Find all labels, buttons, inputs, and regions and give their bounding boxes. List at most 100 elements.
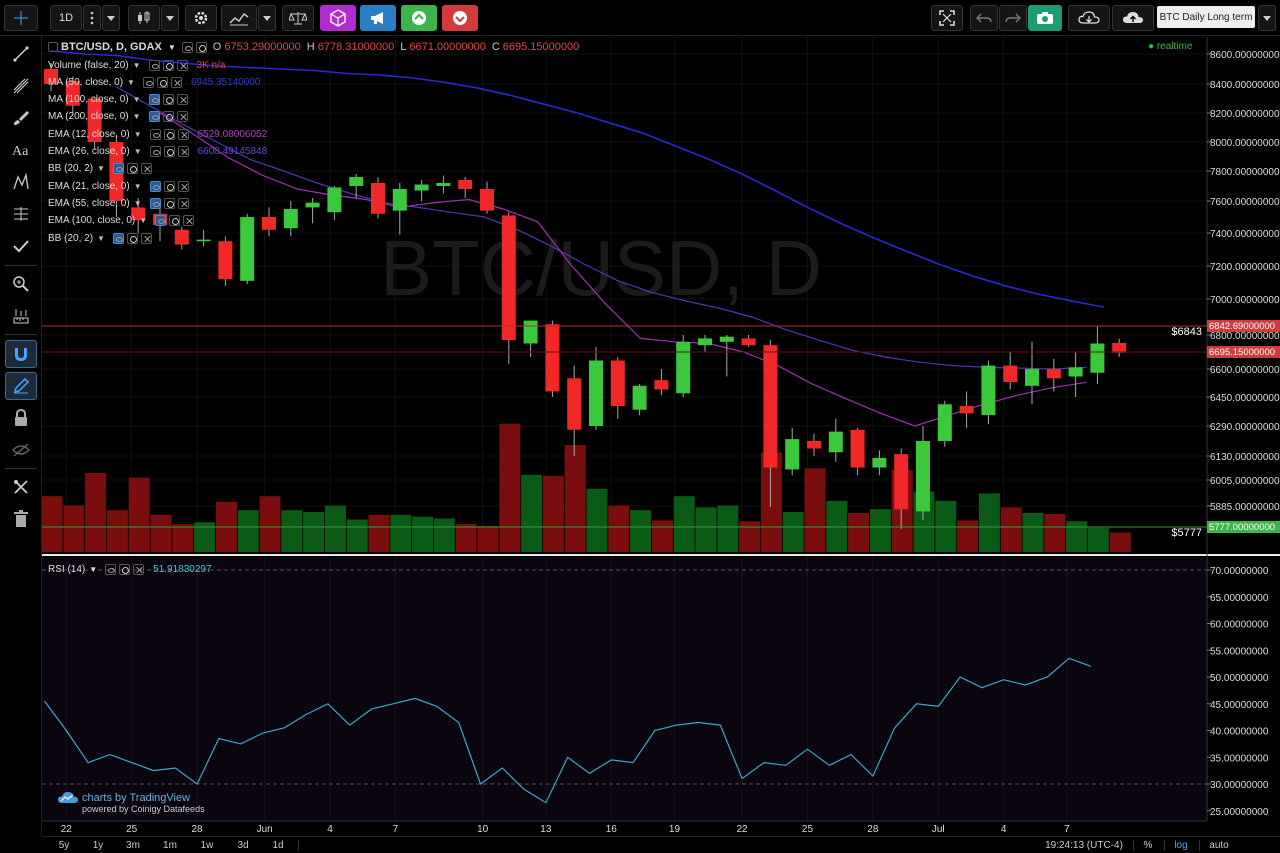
text-tool[interactable]: Aa [5,136,37,164]
close-icon[interactable] [140,163,152,175]
measure-tool[interactable] [5,302,37,330]
eye-icon[interactable] [148,94,160,106]
pattern-tool[interactable] [5,168,37,196]
fullscreen-button[interactable] [931,5,963,31]
compare-button[interactable] [282,5,314,31]
close-icon[interactable] [177,197,189,209]
crosshair-tool-button[interactable] [4,5,38,31]
range-3m-button[interactable]: 3m [126,840,140,851]
tradingview-branding[interactable]: charts by TradingView powered by Coinigy… [58,792,205,814]
snapshot-button[interactable] [1028,5,1062,31]
chart-type-button[interactable] [128,5,160,31]
eye-icon[interactable] [155,215,167,227]
close-icon[interactable] [140,232,152,244]
range-3d-button[interactable]: 3d [237,840,249,851]
brush-tool[interactable] [5,104,37,132]
legend-label[interactable]: MA (100, close, 0) [48,94,129,106]
gear-icon[interactable] [163,197,175,209]
eye-icon[interactable] [149,146,161,157]
gear-icon[interactable] [119,563,131,575]
remove-drawings-tool[interactable] [5,505,37,533]
range-1w-button[interactable]: 1w [200,840,214,851]
interval-dots-button[interactable] [83,5,101,31]
interval-button[interactable]: 1D [50,5,82,31]
legend-label[interactable]: Volume (false, 20) [48,59,129,71]
log-scale-button[interactable]: log [1174,840,1188,851]
chevron-down-icon[interactable]: ▼ [97,164,105,174]
eye-icon[interactable] [149,197,161,209]
gear-icon[interactable] [162,111,174,123]
buy-button[interactable] [401,5,437,31]
percent-scale-button[interactable]: % [1143,840,1153,851]
stay-in-drawing-mode-tool[interactable] [5,372,37,400]
legend-label[interactable]: BB (20, 2) [48,163,94,175]
gear-icon[interactable] [163,128,175,140]
close-icon[interactable] [183,215,195,227]
legend-label[interactable]: EMA (21, close, 0) [48,180,130,192]
eye-icon[interactable] [149,128,161,140]
close-icon[interactable] [170,76,182,88]
close-icon[interactable] [176,94,188,106]
legend-label[interactable]: MA (200, close, 0) [48,111,129,123]
gear-icon[interactable] [156,76,168,88]
collapse-legend-icon[interactable] [48,42,58,52]
chevron-down-icon[interactable]: ▼ [133,181,142,191]
pitchfork-tool[interactable] [5,72,37,100]
eye-icon[interactable] [105,563,117,575]
close-icon[interactable] [133,563,145,575]
legend-label[interactable]: EMA (100, close, 0) [48,215,136,227]
settings-button[interactable] [185,5,217,31]
gear-icon[interactable] [126,232,138,244]
close-icon[interactable] [176,111,188,123]
indicators-dropdown-button[interactable] [258,5,276,31]
legend-label[interactable]: EMA (55, close, 0) [48,197,130,209]
gear-icon[interactable] [162,59,174,71]
eye-icon[interactable] [181,41,193,53]
legend-label[interactable]: MA (50, close, 0) [48,76,124,88]
zoom-tool[interactable] [5,270,37,298]
range-1d-button[interactable]: 1d [272,840,284,851]
eye-icon[interactable] [149,180,161,192]
eye-icon[interactable] [142,76,154,88]
gear-icon[interactable] [162,94,174,106]
magnet-tool[interactable] [5,340,37,368]
chevron-down-icon[interactable]: ▼ [139,216,148,226]
chevron-down-icon[interactable]: ▼ [132,112,141,122]
announce-button[interactable] [360,5,396,31]
close-icon[interactable] [177,128,189,140]
lock-tool[interactable] [5,404,37,432]
gear-icon[interactable] [126,163,138,175]
redo-button[interactable] [999,5,1027,31]
layout-dropdown-button[interactable] [1258,5,1276,31]
chevron-down-icon[interactable]: ▼ [133,147,142,156]
range-1m-button[interactable]: 1m [163,840,177,851]
legend-label[interactable]: EMA (12, close, 0) [48,128,130,140]
range-5y-button[interactable]: 5y [58,840,70,851]
prediction-tool[interactable] [5,232,37,260]
gear-icon[interactable] [163,146,175,157]
layout-name-label[interactable]: BTC Daily Long term [1157,6,1255,28]
interval-dropdown-button[interactable] [102,5,120,31]
symbol-label[interactable]: BTC/USD, D, GDAX [61,41,162,53]
close-icon[interactable] [176,59,188,71]
eye-icon[interactable] [112,163,124,175]
close-icon[interactable] [177,180,189,192]
range-1y-button[interactable]: 1y [92,840,104,851]
trend-line-tool[interactable] [5,40,37,68]
load-layout-button[interactable] [1068,5,1110,31]
chevron-down-icon[interactable]: ▼ [89,564,98,574]
chevron-down-icon[interactable]: ▼ [132,60,141,70]
chart-type-dropdown-button[interactable] [161,5,179,31]
auto-scale-button[interactable]: auto [1209,840,1229,851]
chevron-down-icon[interactable]: ▼ [133,129,142,139]
chevron-down-icon[interactable]: ▼ [132,95,141,105]
tools-settings[interactable] [5,473,37,501]
rsi-label[interactable]: RSI (14) [48,563,86,575]
legend-label[interactable]: BB (20, 2) [48,232,94,244]
chevron-down-icon[interactable]: ▼ [127,77,135,87]
indicators-button[interactable] [221,5,257,31]
eye-icon[interactable] [112,232,124,244]
chevron-down-icon[interactable]: ▼ [167,42,176,52]
fib-tool[interactable] [5,200,37,228]
